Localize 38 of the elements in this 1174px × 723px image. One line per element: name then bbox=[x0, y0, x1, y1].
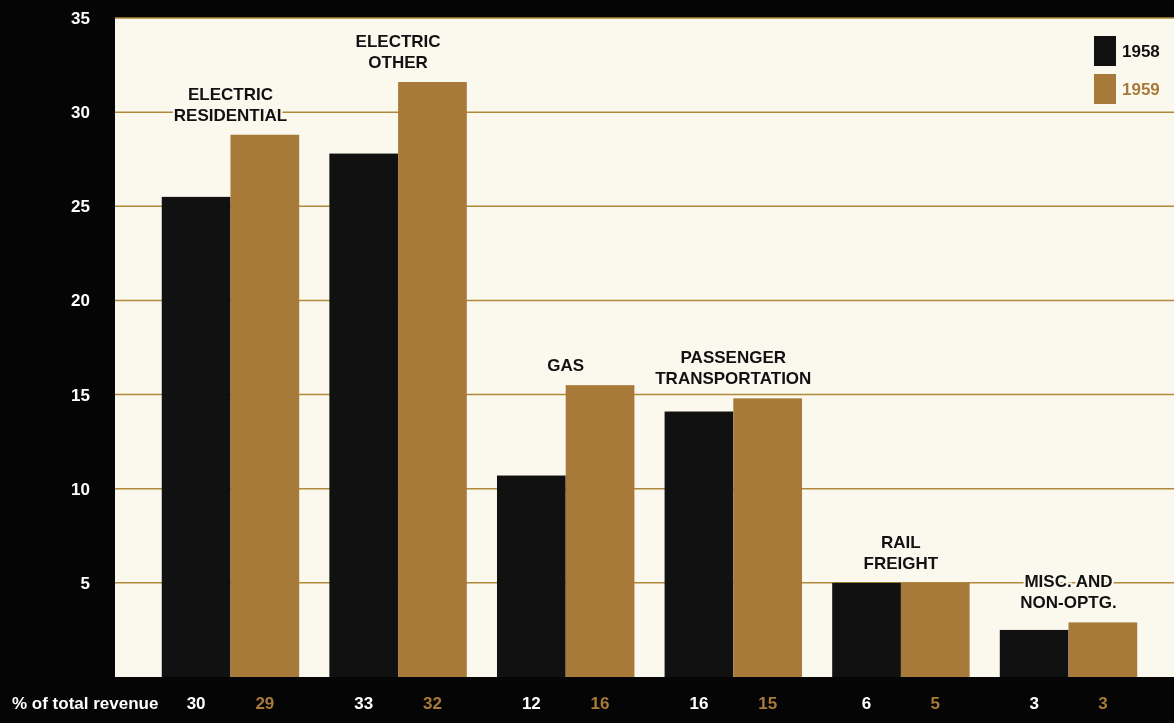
text: 5 bbox=[930, 694, 941, 713]
text: 3 bbox=[1029, 694, 1039, 713]
bar bbox=[832, 582, 901, 677]
text: 16 bbox=[689, 694, 709, 713]
text: % of total revenue bbox=[12, 694, 159, 713]
text: 29 bbox=[255, 694, 275, 713]
text: 6 bbox=[861, 694, 872, 713]
bar bbox=[999, 629, 1069, 677]
bar bbox=[664, 411, 734, 677]
x-tick-label: GAS bbox=[547, 356, 585, 376]
text: 12 bbox=[521, 694, 541, 713]
y-tick-label: 30 bbox=[71, 103, 90, 123]
text: 30 bbox=[186, 694, 206, 713]
legend-label: 1958 bbox=[1122, 42, 1160, 61]
bar bbox=[161, 196, 231, 677]
legend-label: 1959 bbox=[1122, 80, 1160, 99]
y-tick-label: 20 bbox=[71, 291, 90, 311]
bar bbox=[496, 475, 566, 677]
text: 16 bbox=[590, 694, 610, 713]
y-tick-label: 35 bbox=[71, 9, 90, 28]
bar bbox=[329, 153, 399, 677]
text: 33 bbox=[354, 694, 374, 713]
x-tick-label: RAIL FREIGHT bbox=[863, 532, 939, 573]
bar bbox=[565, 385, 635, 677]
bar bbox=[230, 134, 300, 677]
bar bbox=[1068, 622, 1138, 677]
y-tick-label: 5 bbox=[80, 573, 90, 593]
x-tick-label: ELECTRIC OTHER bbox=[355, 32, 441, 73]
text: 15 bbox=[758, 694, 778, 713]
y-tick-label: 10 bbox=[71, 479, 90, 499]
y-tick-label: 15 bbox=[71, 385, 90, 405]
bar bbox=[900, 582, 970, 677]
text: 3 bbox=[1098, 694, 1108, 713]
text: 32 bbox=[422, 694, 442, 713]
x-tick-label: PASSENGER TRANSPORTATION bbox=[655, 348, 812, 389]
bar bbox=[398, 82, 467, 677]
bar bbox=[733, 398, 803, 677]
y-tick-label: 25 bbox=[71, 197, 90, 217]
